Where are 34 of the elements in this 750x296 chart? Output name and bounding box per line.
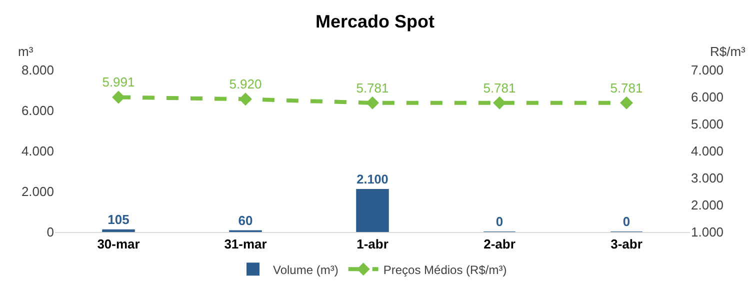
y-tick-label: 4.000 (21, 144, 54, 159)
data-label: 60 (238, 212, 253, 228)
y2-tick-label: 6.000 (691, 90, 724, 105)
x-tick-label: 1-abr (356, 236, 388, 252)
data-label: 2.100 (356, 172, 388, 187)
chart-title: Mercado Spot (315, 11, 435, 32)
y2-tick-label: 7.000 (691, 62, 724, 78)
data-label: 5.781 (610, 80, 643, 96)
y2-tick-label: 3.000 (691, 170, 724, 186)
legend-label: Preços Médios (R$/m³) (383, 262, 507, 277)
x-tick-label: 30-mar (97, 236, 140, 252)
y-axis-title: m³ (18, 44, 34, 59)
data-label: 5.920 (229, 76, 262, 92)
data-label: 5.781 (483, 80, 516, 96)
y2-tick-label: 1.000 (691, 224, 724, 240)
y-tick-label: 6.000 (21, 103, 54, 118)
data-label: 5.991 (102, 74, 135, 90)
data-label: 5.781 (356, 80, 389, 96)
x-tick-label: 31-mar (224, 236, 267, 252)
y-tick-label: 8.000 (21, 62, 54, 78)
x-tick-label: 3-abr (610, 236, 642, 252)
x-tick-label: 2-abr (484, 236, 516, 252)
bar (356, 188, 389, 232)
y-tick-label: 2.000 (21, 184, 54, 200)
y2-tick-label: 2.000 (691, 198, 724, 213)
y2-tick-label: 4.000 (691, 144, 724, 159)
y2-tick-label: 5.000 (691, 116, 724, 132)
bar (102, 229, 135, 232)
y2-axis-title: R$/m³ (710, 44, 746, 59)
data-label: 0 (496, 214, 504, 229)
y-tick-label: 0 (46, 224, 54, 240)
legend-label: Volume (m³) (273, 262, 338, 277)
data-label: 105 (108, 212, 130, 227)
data-label: 0 (622, 214, 630, 229)
